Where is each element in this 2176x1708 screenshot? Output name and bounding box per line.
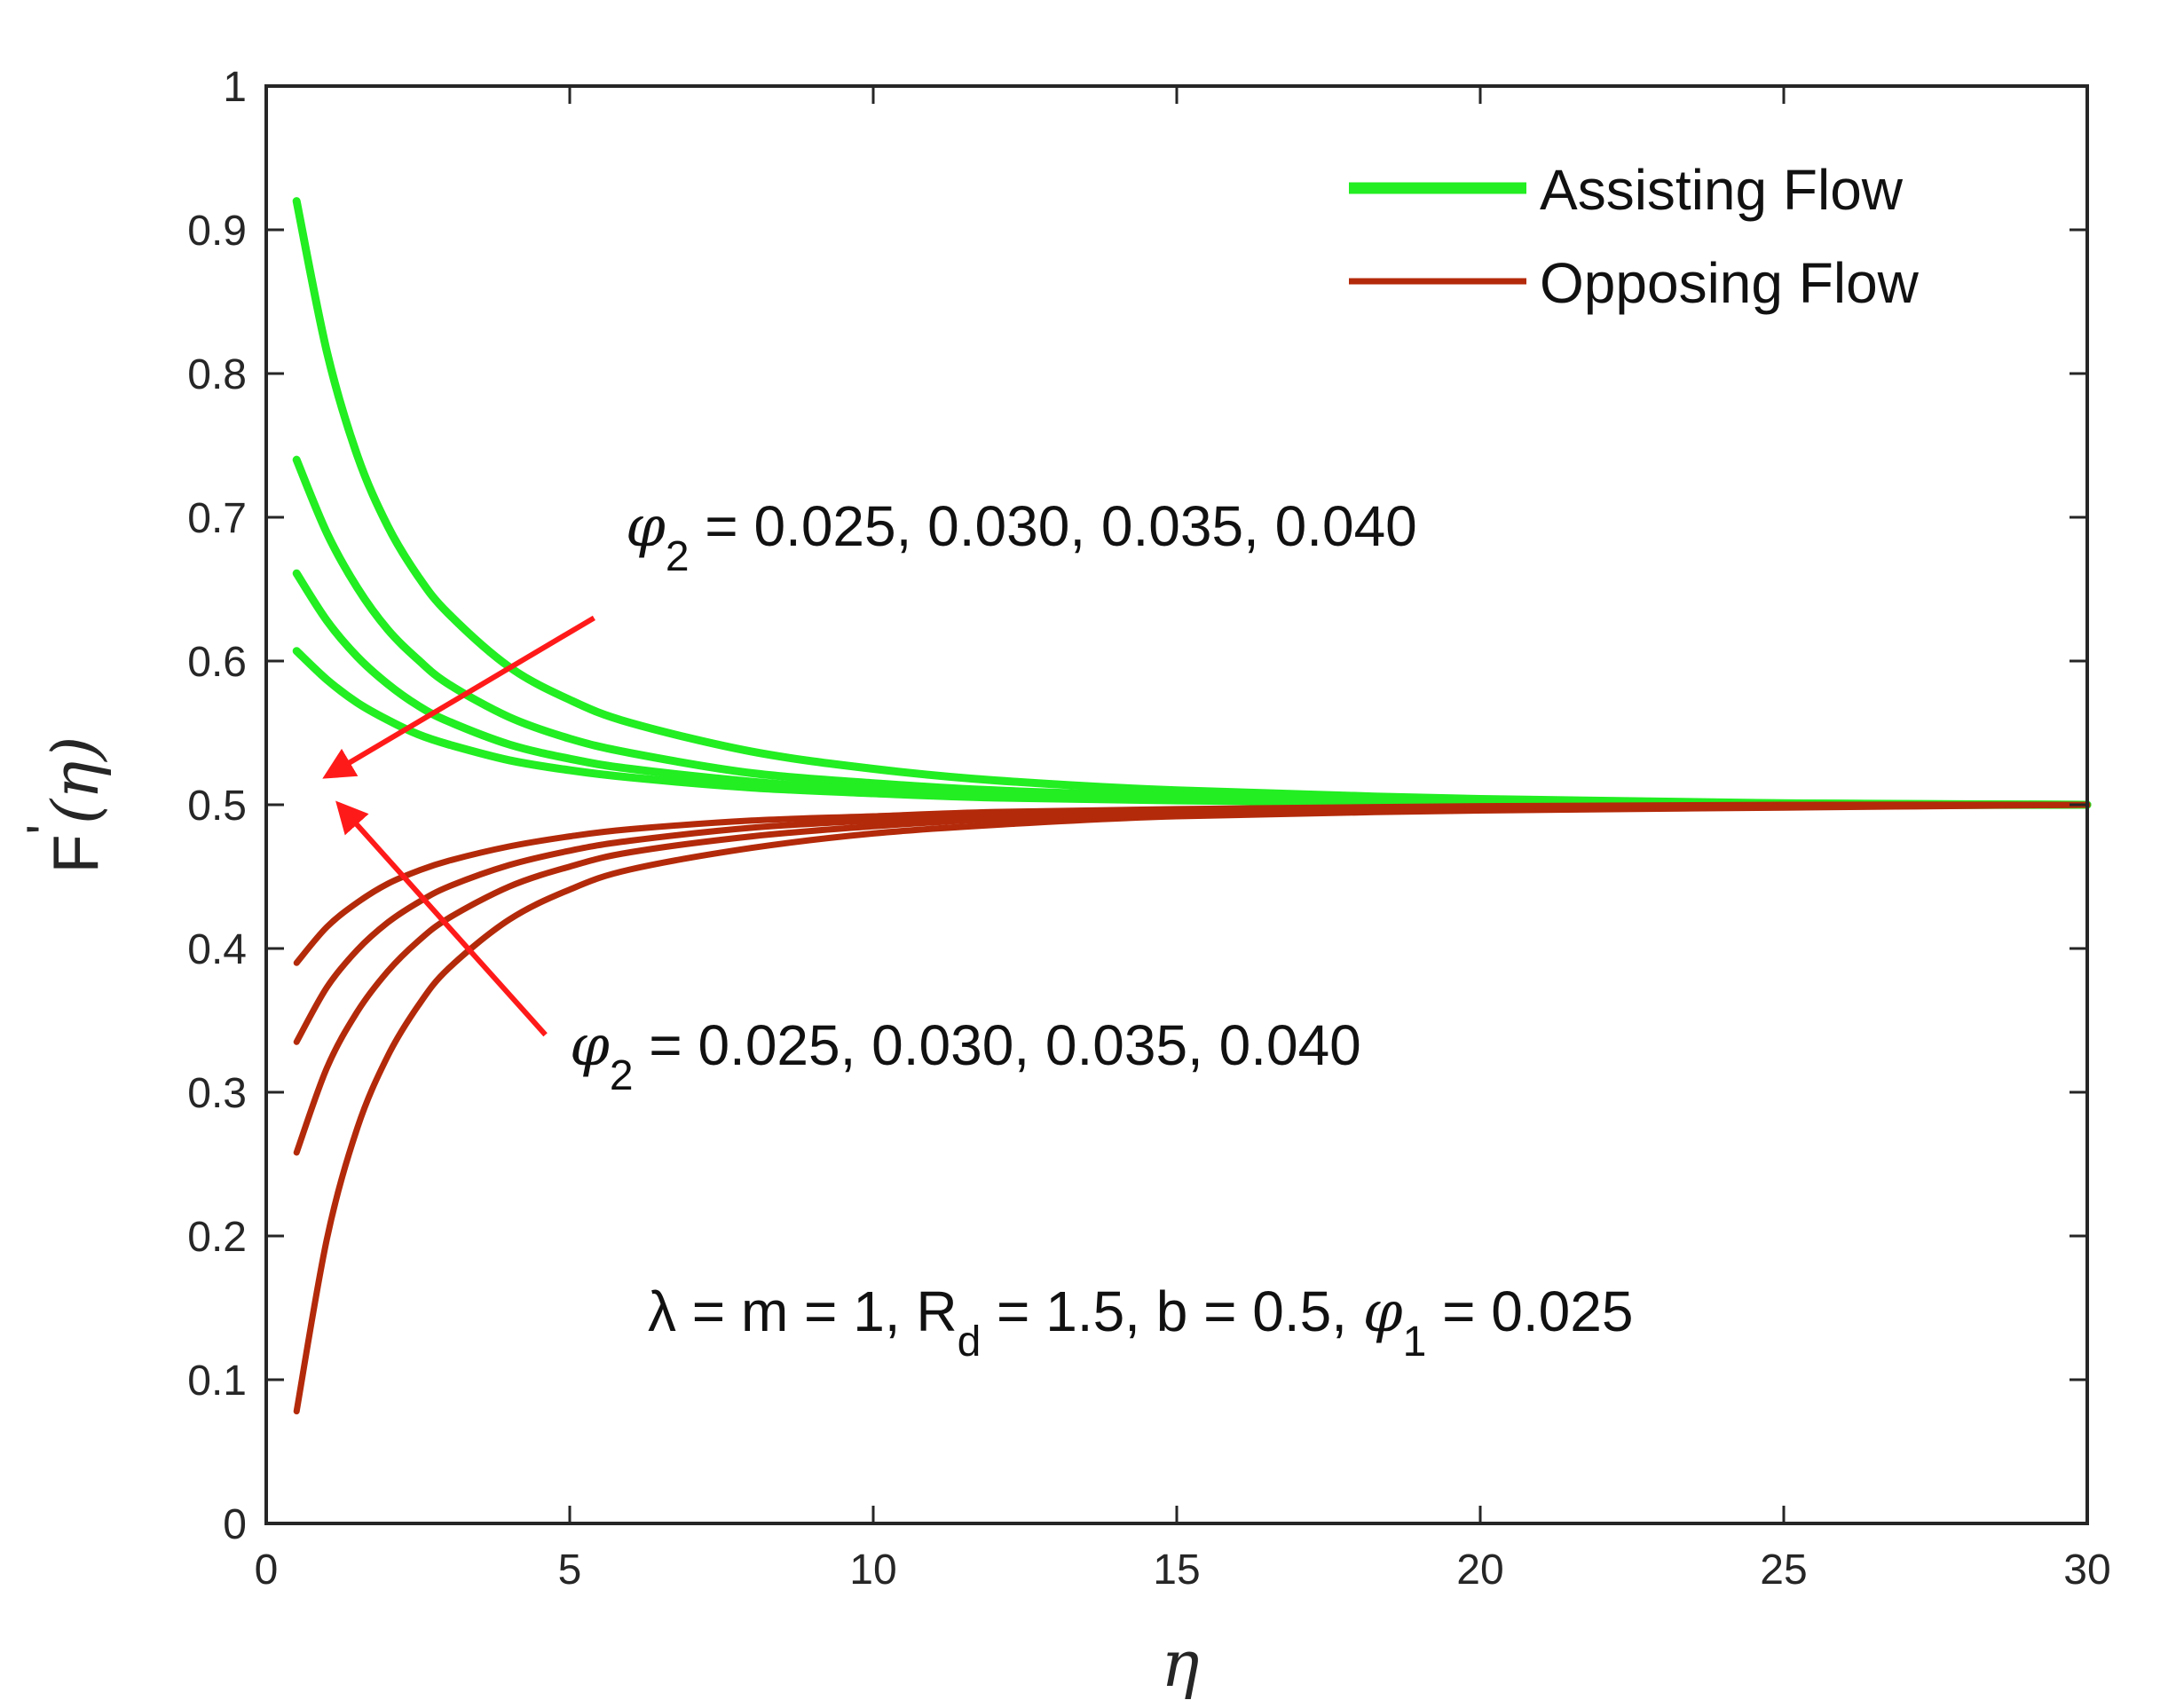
legend: Assisting Flow Opposing Flow xyxy=(1349,158,1920,315)
y-tick-label: 0.4 xyxy=(187,926,247,973)
x-tick-label: 5 xyxy=(558,1547,582,1594)
series-group xyxy=(292,197,2092,1415)
x-axis-title: η xyxy=(1161,1626,1199,1701)
x-tick-label: 10 xyxy=(849,1547,896,1594)
y-tick-label: 1 xyxy=(223,64,247,111)
x-tick-label: 25 xyxy=(1760,1547,1807,1594)
y-tick-label: 0.3 xyxy=(187,1070,247,1117)
y-tick-label: 0.1 xyxy=(187,1358,247,1405)
legend-label-opposing: Opposing Flow xyxy=(1540,251,1920,315)
annotation-assisting-phi2: φ2 = 0.025, 0.030, 0.035, 0.040 xyxy=(626,494,1417,580)
x-tick-label: 0 xyxy=(255,1547,279,1594)
x-tick-label: 15 xyxy=(1153,1547,1200,1594)
y-tick-label: 0.9 xyxy=(187,208,247,255)
annotation-arrows xyxy=(322,615,595,1037)
y-tick-label: 0.7 xyxy=(187,495,247,542)
y-axis-title-arg: (η) xyxy=(38,736,113,824)
annotation-arrow-assist xyxy=(322,615,595,779)
y-tick-label: 0.2 xyxy=(187,1214,247,1261)
annotation-arrow-oppose xyxy=(335,800,548,1037)
y-tick-label: 0 xyxy=(223,1501,247,1548)
x-tick-label: 20 xyxy=(1456,1547,1503,1594)
y-tick-label: 0.6 xyxy=(187,639,247,686)
axis-ticks: 0 5 10 15 20 25 30 0 0.1 0.2 0.3 0.4 0.5 0.6 0.7 0.8 0.9… xyxy=(187,64,2110,1594)
y-axis-title-prime: ' xyxy=(16,824,75,834)
svg-text:F'(η): F'(η) xyxy=(16,736,113,874)
series-line-opposing-4 xyxy=(293,801,2091,1415)
annotation-opposing-phi2: φ2 = 0.025, 0.030, 0.035, 0.040 xyxy=(570,1013,1361,1099)
legend-label-assisting: Assisting Flow xyxy=(1540,158,1904,222)
y-axis-title-main: F xyxy=(41,834,112,873)
y-tick-label: 0.5 xyxy=(187,783,247,830)
y-tick-label: 0.8 xyxy=(187,351,247,398)
y-axis-title: F'(η) xyxy=(16,736,113,874)
x-tick-label: 30 xyxy=(2063,1547,2110,1594)
annotation-parameters: λ = m = 1, Rd = 1.5, b = 0.5, φ1 = 0.025 xyxy=(648,1279,1633,1366)
